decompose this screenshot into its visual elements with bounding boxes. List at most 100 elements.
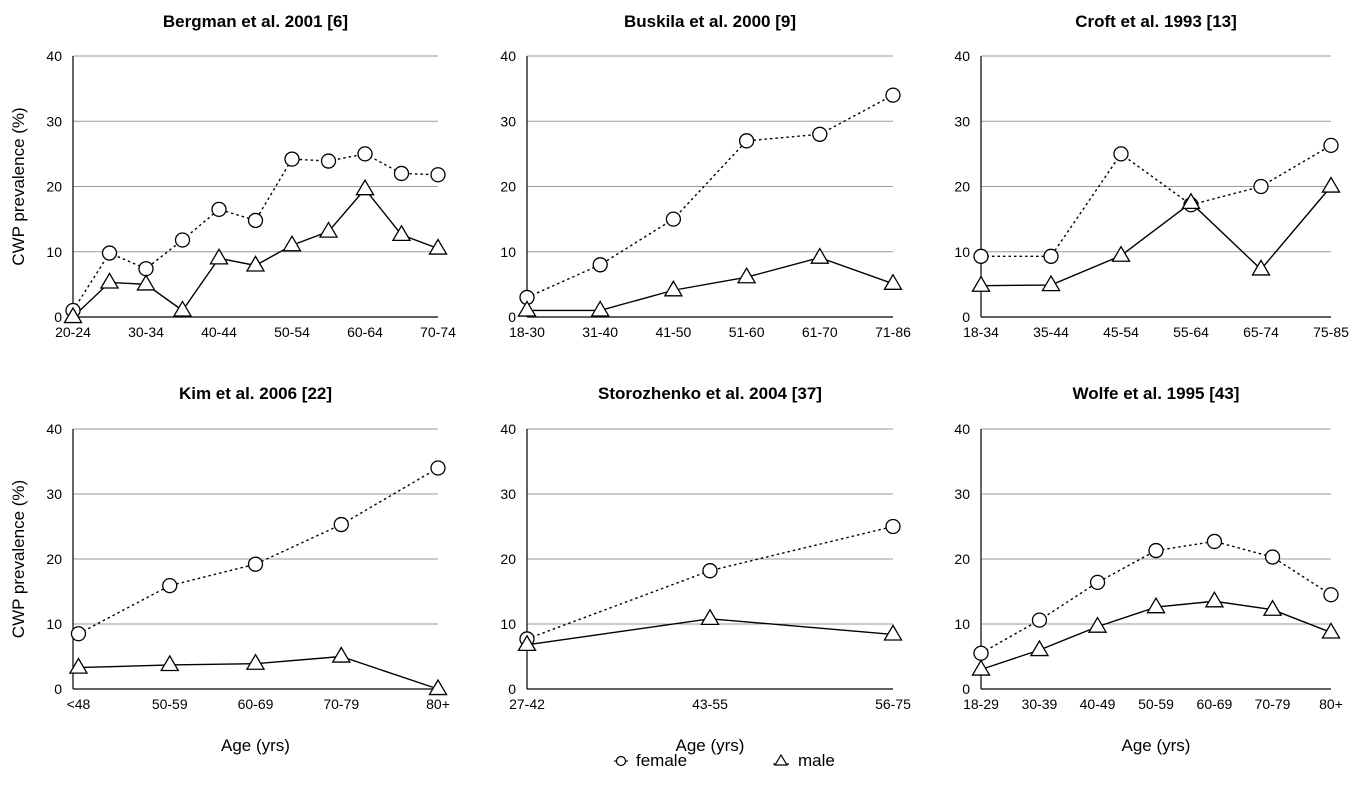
- x-tick-label: 43-55: [692, 696, 728, 712]
- chart-panel-6: Wolfe et al. 1995 [43] 0 10 20 30 40 18-29 30-3…: [954, 384, 1342, 755]
- x-tick-label: 60-64: [347, 324, 383, 340]
- x-tick-label: 41-50: [655, 324, 691, 340]
- x-tick-label: 70-79: [323, 696, 359, 712]
- x-axis-label: Age (yrs): [676, 736, 745, 755]
- x-tick-label: 65-74: [1243, 324, 1279, 340]
- x-tick-label: 80+: [426, 696, 450, 712]
- data-point-male: [590, 300, 610, 317]
- y-tick-label: 20: [954, 551, 970, 567]
- x-tick-label: 70-74: [420, 324, 456, 340]
- data-point-male: [883, 273, 903, 290]
- data-point-female: [70, 626, 87, 642]
- data-point-male: [99, 272, 120, 289]
- data-point-male: [63, 306, 83, 324]
- chart-title: Croft et al. 1993 [13]: [1075, 12, 1237, 31]
- data-point-male: [1181, 192, 1201, 210]
- x-tick-label: 60-69: [1197, 696, 1233, 712]
- x-tick-label: 61-70: [802, 324, 838, 340]
- chart-panel-2: Buskila et al. 2000 [9] 0 10 20 30 40 18-30 31-…: [500, 12, 911, 340]
- y-tick-label: 30: [46, 113, 62, 129]
- data-point-male: [245, 653, 266, 670]
- data-point-male: [517, 634, 537, 652]
- series-line-female: [78, 467, 439, 635]
- y-tick-label: 10: [46, 244, 62, 260]
- x-tick-label: 71-86: [875, 324, 911, 340]
- x-tick-label: 40-49: [1080, 696, 1116, 712]
- series-line-male: [72, 188, 439, 318]
- data-point-female: [1264, 549, 1281, 565]
- data-point-male: [1087, 616, 1108, 633]
- data-point-male: [1321, 622, 1341, 639]
- data-point-male: [810, 247, 830, 264]
- data-point-male: [282, 234, 302, 252]
- x-tick-label: 50-54: [274, 324, 310, 340]
- data-point-female: [885, 518, 901, 535]
- data-point-female: [101, 245, 118, 261]
- x-tick-label: 50-59: [1138, 696, 1174, 712]
- data-point-female: [357, 146, 373, 162]
- data-point-male: [971, 659, 991, 676]
- chart-title: Wolfe et al. 1995 [43]: [1073, 384, 1240, 403]
- x-tick-label: 70-79: [1255, 696, 1291, 712]
- legend-male-triangle: [773, 753, 789, 766]
- data-point-female: [430, 167, 446, 183]
- data-point-female: [247, 556, 264, 572]
- series-line-male: [527, 256, 894, 312]
- data-point-female: [1113, 146, 1129, 162]
- y-tick-label: 30: [500, 113, 516, 129]
- chart-panel-1: Bergman et al. 2001 [6] 0 10 20 30 40 20-24 30-…: [9, 12, 456, 340]
- data-point-male: [245, 255, 266, 272]
- data-point-female: [1031, 612, 1048, 628]
- data-point-male: [663, 279, 684, 297]
- legend-female-circle: [615, 755, 627, 767]
- y-tick-label: 30: [954, 113, 970, 129]
- data-point-female: [702, 563, 718, 579]
- data-point-female: [333, 516, 349, 533]
- x-tick-label: 27-42: [509, 696, 545, 712]
- data-point-female: [174, 232, 191, 248]
- data-point-male: [68, 657, 89, 674]
- x-axis-label: Age (yrs): [221, 736, 290, 755]
- data-point-male: [1146, 596, 1166, 614]
- y-tick-label: 20: [500, 551, 516, 567]
- series-line-female: [981, 144, 1332, 258]
- legend-female-marker: [614, 755, 628, 767]
- data-point-female: [247, 212, 264, 229]
- x-tick-label: 80+: [1319, 696, 1343, 712]
- data-point-male: [428, 238, 448, 255]
- data-point-male: [160, 654, 180, 672]
- y-tick-label: 40: [500, 421, 516, 437]
- data-point-female: [211, 201, 227, 217]
- data-point-male: [700, 608, 720, 626]
- data-point-female: [592, 257, 608, 273]
- data-point-female: [1323, 587, 1339, 603]
- data-point-female: [320, 153, 337, 169]
- data-point-male: [391, 224, 412, 242]
- data-point-female: [1253, 178, 1269, 195]
- data-point-male: [1204, 590, 1225, 608]
- series-line-female: [526, 94, 894, 299]
- y-tick-label: 10: [954, 616, 970, 632]
- data-point-male: [428, 678, 448, 696]
- data-point-male: [1321, 176, 1341, 193]
- y-tick-label: 10: [500, 244, 516, 260]
- data-point-male: [331, 646, 351, 663]
- legend-male-label: male: [798, 751, 835, 770]
- y-tick-label: 20: [46, 179, 62, 195]
- data-point-male: [136, 274, 156, 291]
- series-line-female: [526, 525, 894, 640]
- data-point-female: [1148, 542, 1164, 559]
- chart-panels: Bergman et al. 2001 [6] 0 10 20 30 40 20-24 30-…: [9, 12, 1349, 755]
- x-tick-label: 18-29: [963, 696, 999, 712]
- data-point-male: [318, 221, 339, 238]
- x-tick-label: 60-69: [238, 696, 274, 712]
- y-tick-label: 0: [54, 309, 62, 325]
- x-tick-label: 18-30: [509, 324, 545, 340]
- x-tick-label: 18-34: [963, 324, 999, 340]
- chart-title: Kim et al. 2006 [22]: [179, 384, 332, 403]
- x-tick-label: 30-39: [1022, 696, 1058, 712]
- data-point-female: [738, 133, 755, 149]
- data-point-female: [973, 248, 989, 264]
- x-tick-label: 75-85: [1313, 324, 1349, 340]
